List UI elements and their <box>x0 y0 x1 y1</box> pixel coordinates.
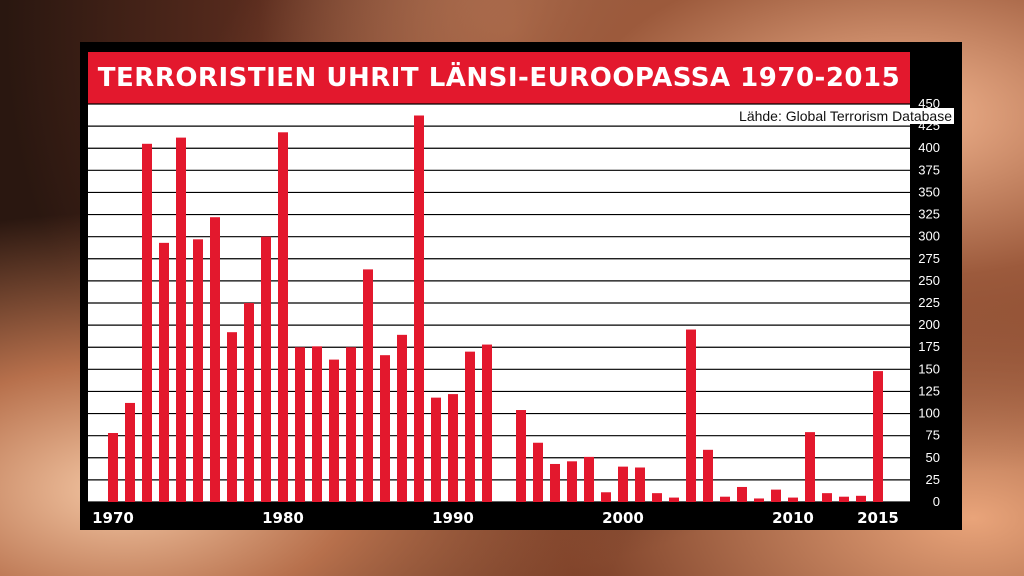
bar-2006 <box>720 496 730 502</box>
bar-1998 <box>584 456 594 502</box>
x-tick-label: 1990 <box>432 509 474 527</box>
bar-1972 <box>142 143 152 503</box>
bar-1987 <box>397 334 407 502</box>
bar-2002 <box>652 493 662 502</box>
title-bar: TERRORISTIEN UHRIT LÄNSI-EUROOPASSA 1970… <box>88 52 910 104</box>
bar-1979 <box>261 236 271 502</box>
bar-1973 <box>159 242 169 502</box>
y-tick-label: 0 <box>933 494 940 509</box>
bar-1978 <box>244 303 254 502</box>
y-tick-label: 450 <box>918 96 940 111</box>
bar-2013 <box>839 496 849 502</box>
bar-2000 <box>618 466 628 502</box>
bar-2011 <box>805 432 815 502</box>
bar-1982 <box>312 346 322 502</box>
bar-1988 <box>414 115 424 503</box>
x-tick-label: 1980 <box>262 509 304 527</box>
y-tick-label: 350 <box>918 184 940 199</box>
bar-1997 <box>567 461 577 502</box>
y-tick-label: 400 <box>918 140 940 155</box>
y-tick-label: 300 <box>918 229 940 244</box>
bar-1975 <box>193 239 203 502</box>
y-tick-label: 100 <box>918 406 940 421</box>
y-tick-label: 375 <box>918 162 940 177</box>
bar-1986 <box>380 355 390 502</box>
y-tick-label: 25 <box>926 472 940 487</box>
bar-1977 <box>227 332 237 502</box>
bar-2005 <box>703 449 713 502</box>
bar-2001 <box>635 467 645 502</box>
bar-2010 <box>788 497 798 502</box>
bar-1985 <box>363 269 373 502</box>
source-note: Lähde: Global Terrorism Database <box>737 108 954 124</box>
y-tick-label: 50 <box>926 450 940 465</box>
y-tick-label: 250 <box>918 273 940 288</box>
y-tick-label: 75 <box>926 428 940 443</box>
bar-2009 <box>771 489 781 502</box>
bar-1994 <box>516 410 526 502</box>
bar-1983 <box>329 359 339 502</box>
bar-2008 <box>754 498 764 502</box>
bar-1984 <box>346 347 356 502</box>
bar-1974 <box>176 137 186 502</box>
x-tick-label: 2000 <box>602 509 644 527</box>
y-tick-label: 325 <box>918 207 940 222</box>
bar-2004 <box>686 329 696 502</box>
y-tick-label: 225 <box>918 295 940 310</box>
y-tick-label: 275 <box>918 251 940 266</box>
bar-2015 <box>873 371 883 502</box>
bar-1989 <box>431 397 441 502</box>
bar-1976 <box>210 217 220 502</box>
bar-1992 <box>482 344 492 502</box>
bar-1999 <box>601 492 611 502</box>
y-tick-label: 125 <box>918 383 940 398</box>
bar-2003 <box>669 497 679 502</box>
bar-2012 <box>822 493 832 502</box>
x-tick-label: 1970 <box>92 509 134 527</box>
bar-1995 <box>533 442 543 502</box>
bar-2007 <box>737 486 747 502</box>
x-tick-label: 2010 <box>772 509 814 527</box>
bar-1980 <box>278 132 288 502</box>
bar-1990 <box>448 394 458 502</box>
y-tick-label: 200 <box>918 317 940 332</box>
bar-1970 <box>108 433 118 502</box>
y-tick-label: 150 <box>918 361 940 376</box>
bar-2014 <box>856 495 866 502</box>
bar-1971 <box>125 402 135 502</box>
bar-1991 <box>465 351 475 502</box>
bar-1996 <box>550 463 560 502</box>
bar-1981 <box>295 347 305 502</box>
chart-title: TERRORISTIEN UHRIT LÄNSI-EUROOPASSA 1970… <box>97 63 901 93</box>
y-tick-label: 175 <box>918 339 940 354</box>
x-tick-label: 2015 <box>857 509 899 527</box>
